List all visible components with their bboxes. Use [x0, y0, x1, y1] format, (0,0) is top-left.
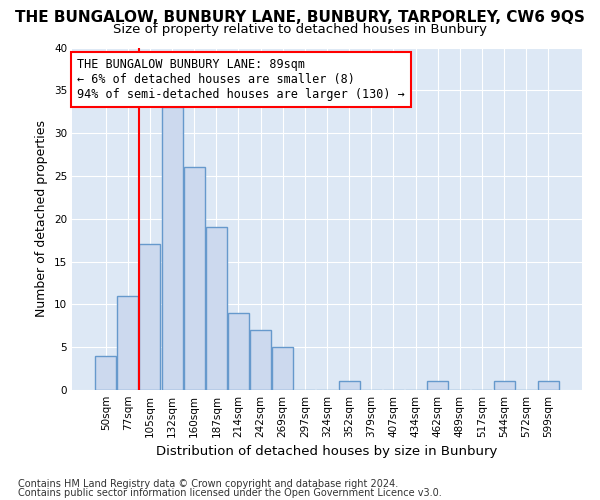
Bar [250, 330, 271, 390]
Text: Contains HM Land Registry data © Crown copyright and database right 2024.: Contains HM Land Registry data © Crown c… [18, 479, 398, 489]
Bar [118, 296, 139, 390]
Text: Size of property relative to detached houses in Bunbury: Size of property relative to detached ho… [113, 22, 487, 36]
Y-axis label: Number of detached properties: Number of detached properties [35, 120, 49, 318]
Bar [228, 313, 249, 390]
Text: THE BUNGALOW BUNBURY LANE: 89sqm
← 6% of detached houses are smaller (8)
94% of : THE BUNGALOW BUNBURY LANE: 89sqm ← 6% of… [77, 58, 405, 101]
Bar [161, 108, 182, 390]
Bar [206, 228, 227, 390]
Bar [95, 356, 116, 390]
Text: Contains public sector information licensed under the Open Government Licence v3: Contains public sector information licen… [18, 488, 442, 498]
Bar [184, 168, 205, 390]
Bar [272, 347, 293, 390]
Text: THE BUNGALOW, BUNBURY LANE, BUNBURY, TARPORLEY, CW6 9QS: THE BUNGALOW, BUNBURY LANE, BUNBURY, TAR… [15, 10, 585, 25]
Bar [139, 244, 160, 390]
Bar [538, 382, 559, 390]
Bar [494, 382, 515, 390]
Bar [338, 382, 359, 390]
X-axis label: Distribution of detached houses by size in Bunbury: Distribution of detached houses by size … [157, 446, 497, 458]
Bar [427, 382, 448, 390]
